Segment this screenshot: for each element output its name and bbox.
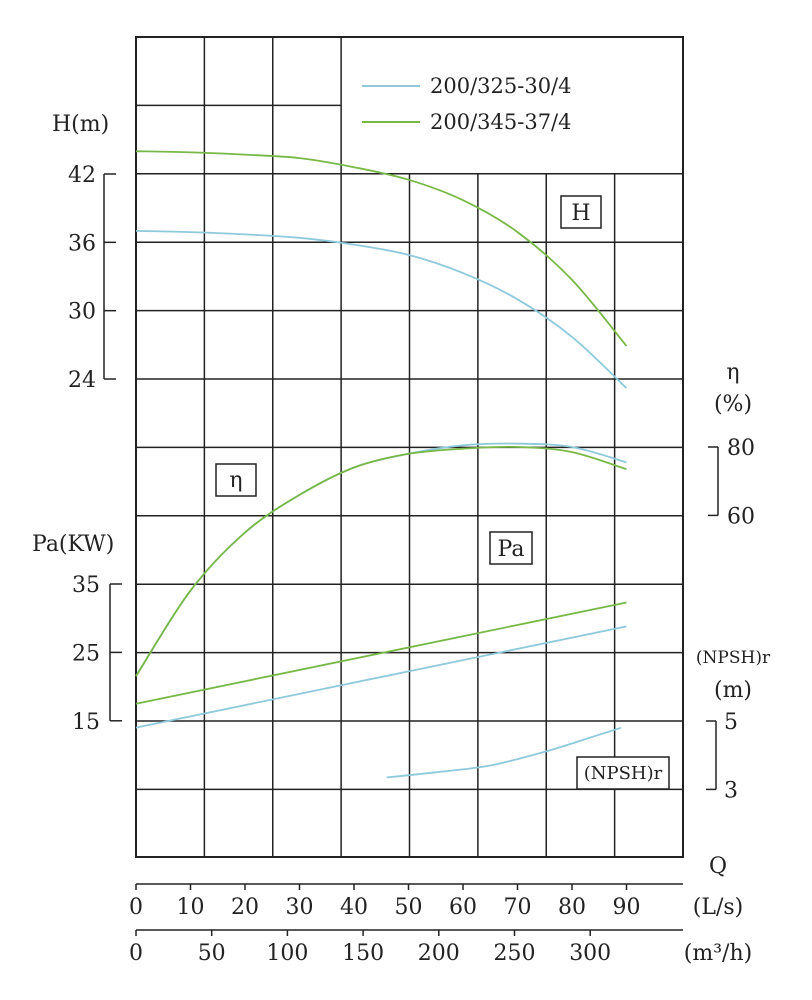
tick-label-ls: 40: [340, 895, 368, 920]
series-line-H-2: [135, 150, 628, 347]
tick-label-m3h: 150: [342, 941, 384, 966]
tick-label-npsh: 3: [724, 778, 738, 803]
axis-unit-m3h: (m³/h): [684, 941, 752, 966]
tick-label-Pa: 25: [72, 641, 100, 666]
svg-text:(NPSH)r: (NPSH)r: [584, 763, 663, 784]
axis-unit-npsh: (m): [714, 678, 752, 703]
tick-label-ls: 60: [449, 895, 477, 920]
tick-label-Pa: 35: [72, 573, 100, 598]
tick-label-m3h: 50: [198, 941, 226, 966]
axis-title-Q: Q: [709, 854, 727, 879]
tick-label-m3h: 100: [266, 941, 308, 966]
tick-label-m3h: 0: [129, 941, 143, 966]
tick-label-ls: 90: [613, 895, 641, 920]
chart-curves: [135, 150, 628, 779]
curve-label-eta: η: [215, 463, 257, 497]
tick-label-ls: 0: [129, 895, 143, 920]
axis-title-eta: η: [726, 360, 739, 385]
tick-label-ls: 30: [286, 895, 314, 920]
series-line-npsh-7: [386, 726, 622, 779]
legend-label-series-2: 200/345-37/4: [430, 110, 572, 134]
svg-text:H: H: [571, 201, 590, 226]
axis-unit-eta: (%): [714, 392, 752, 417]
tick-label-H: 30: [68, 300, 96, 325]
tick-label-ls: 70: [504, 895, 532, 920]
axis-title-H: H(m): [52, 112, 109, 137]
tick-label-ls: 80: [558, 895, 586, 920]
curve-label-npsh: (NPSH)r: [576, 756, 670, 790]
tick-label-eta: 80: [727, 436, 755, 461]
series-line-Pa-6: [135, 601, 627, 705]
series-line-eta-4: [135, 445, 627, 677]
tick-label-m3h: 300: [569, 941, 611, 966]
curve-label-Pa: Pa: [489, 531, 533, 565]
curve-label-H: H: [560, 195, 602, 229]
tick-label-npsh: 5: [724, 710, 738, 735]
tick-label-ls: 20: [231, 895, 259, 920]
series-line-H-1: [135, 230, 628, 389]
axis-unit-ls: (L/s): [693, 895, 743, 920]
chart-grid: [135, 36, 684, 858]
tick-label-m3h: 250: [494, 941, 536, 966]
legend-label-series-1: 200/325-30/4: [430, 74, 572, 98]
tick-label-m3h: 200: [418, 941, 460, 966]
axis-title-Pa: Pa(KW): [32, 532, 114, 557]
legend: 200/325-30/4 200/345-37/4: [362, 74, 572, 134]
tick-label-H: 36: [68, 231, 96, 256]
tick-label-eta: 60: [727, 504, 755, 529]
tick-label-H: 42: [68, 163, 96, 188]
tick-label-H: 24: [68, 368, 96, 393]
tick-label-ls: 10: [177, 895, 205, 920]
tick-label-Pa: 15: [72, 710, 100, 735]
axis-title-npsh: (NPSH)r: [696, 648, 771, 668]
svg-text:Pa: Pa: [498, 537, 525, 562]
svg-text:η: η: [229, 468, 242, 493]
tick-label-ls: 50: [395, 895, 423, 920]
series-line-Pa-5: [135, 625, 627, 729]
